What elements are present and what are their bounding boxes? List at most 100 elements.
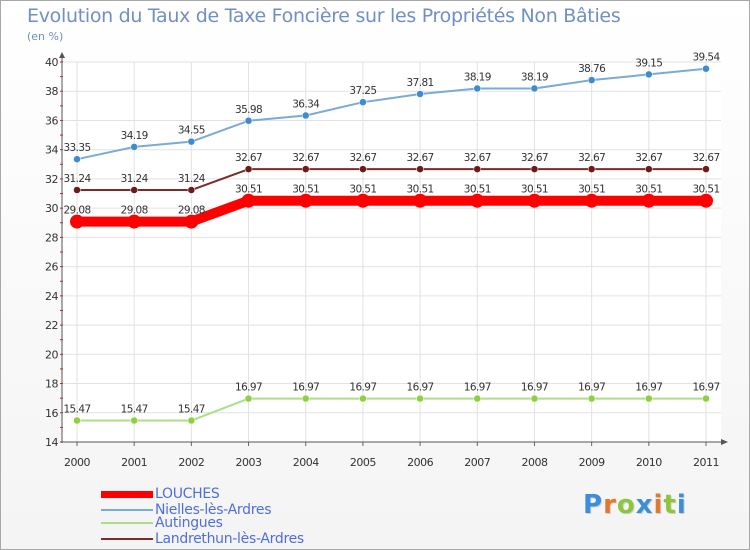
y-axis-unit: (en %) — [27, 30, 64, 43]
y-tick-label: 38 — [45, 85, 58, 98]
data-point — [184, 214, 199, 229]
data-point — [244, 394, 253, 403]
data-point — [70, 214, 84, 229]
data-label: 33.35 — [63, 142, 90, 154]
data-point — [645, 70, 653, 79]
data-point — [244, 117, 253, 125]
data-point — [301, 394, 310, 403]
data-point — [645, 394, 653, 403]
data-point — [702, 165, 710, 173]
series-line-0 — [72, 195, 711, 227]
x-tick-label: 2005 — [350, 456, 376, 469]
data-label: 32.67 — [407, 152, 434, 164]
data-label: 35.98 — [235, 104, 262, 116]
legend-swatch-louches — [101, 490, 153, 498]
data-point — [470, 193, 485, 208]
data-label: 32.67 — [235, 152, 262, 164]
series-line-1 — [76, 67, 707, 161]
data-point — [584, 193, 599, 208]
y-tick-label: 16 — [45, 407, 58, 420]
data-label: 16.97 — [635, 382, 662, 394]
y-tick-label: 40 — [45, 56, 58, 69]
series-line-3 — [76, 168, 707, 192]
x-tick-label: 2002 — [178, 456, 204, 469]
data-label: 16.97 — [407, 382, 434, 394]
data-point — [355, 193, 370, 208]
data-label: 16.97 — [521, 382, 548, 394]
legend-swatch-autingues — [101, 522, 153, 524]
data-label: 16.97 — [235, 382, 262, 394]
data-label: 30.51 — [578, 184, 605, 196]
data-point — [527, 193, 542, 208]
data-point — [187, 416, 196, 425]
legend-item-landrethun: Landrethun-lès-Ardres — [101, 531, 304, 547]
data-label: 38.19 — [521, 71, 548, 83]
y-tick-label: 14 — [45, 436, 58, 449]
data-label: 32.67 — [635, 152, 662, 164]
x-tick-label: 2011 — [693, 456, 719, 469]
data-point — [359, 394, 367, 403]
data-label: 30.51 — [692, 184, 719, 196]
data-label: 38.76 — [578, 63, 606, 75]
proxiti-logo: Proxiti — [583, 490, 687, 520]
data-label: 32.67 — [578, 152, 605, 164]
legend-swatch-nielles — [101, 509, 153, 511]
data-label: 30.51 — [464, 184, 491, 196]
data-label: 39.54 — [692, 52, 720, 64]
data-point — [699, 193, 713, 208]
x-axis-arrow — [721, 439, 728, 445]
data-point — [587, 394, 596, 403]
data-label: 16.97 — [692, 382, 719, 394]
data-point — [359, 165, 367, 173]
data-label: 32.67 — [292, 152, 319, 164]
y-tick-label: 22 — [45, 319, 58, 332]
data-point — [641, 193, 656, 208]
data-point — [130, 416, 138, 425]
data-point — [298, 193, 313, 208]
legend-label-nielles: Nielles-lès-Ardres — [155, 502, 272, 518]
x-tick-label: 2003 — [236, 456, 262, 469]
series-line-2 — [76, 397, 707, 422]
data-label: 36.34 — [292, 98, 320, 110]
data-label: 15.47 — [121, 404, 148, 416]
data-label: 31.24 — [121, 173, 149, 185]
data-point — [416, 90, 424, 98]
legend-label-louches: LOUCHES — [155, 486, 220, 502]
data-label: 32.67 — [692, 152, 719, 164]
data-point — [473, 84, 482, 93]
data-label: 38.19 — [464, 71, 491, 83]
data-point — [587, 76, 596, 84]
data-label: 32.67 — [349, 152, 376, 164]
data-point — [416, 165, 424, 173]
data-label: 34.19 — [121, 130, 148, 142]
data-point — [530, 165, 539, 173]
x-tick-label: 2001 — [121, 456, 147, 469]
data-point — [130, 143, 138, 151]
data-label: 16.97 — [578, 382, 605, 394]
y-tick-label: 24 — [45, 290, 58, 303]
logo-letter: r — [603, 490, 617, 520]
data-point — [473, 394, 482, 403]
x-tick-label: 2004 — [293, 456, 319, 469]
logo-letter: i — [653, 490, 664, 520]
data-label: 32.67 — [521, 152, 548, 164]
data-label: 39.15 — [635, 57, 662, 69]
data-label: 15.47 — [178, 404, 205, 416]
data-label: 37.25 — [349, 85, 376, 97]
data-label: 30.51 — [292, 184, 319, 196]
y-tick-label: 34 — [45, 144, 58, 157]
legend-label-autingues: Autingues — [155, 515, 223, 531]
data-point — [530, 84, 539, 93]
logo-letter: t — [663, 490, 677, 520]
data-point — [530, 394, 539, 403]
x-tick-label: 2008 — [521, 456, 547, 469]
x-tick-label: 2010 — [636, 456, 662, 469]
data-label: 16.97 — [349, 382, 376, 394]
plot-area — [62, 62, 721, 442]
data-point — [301, 165, 310, 173]
y-tick-label: 32 — [45, 173, 58, 186]
chart-title: Evolution du Taux de Taxe Foncière sur l… — [27, 5, 621, 27]
data-point — [130, 186, 138, 194]
logo-letter: P — [583, 490, 604, 520]
